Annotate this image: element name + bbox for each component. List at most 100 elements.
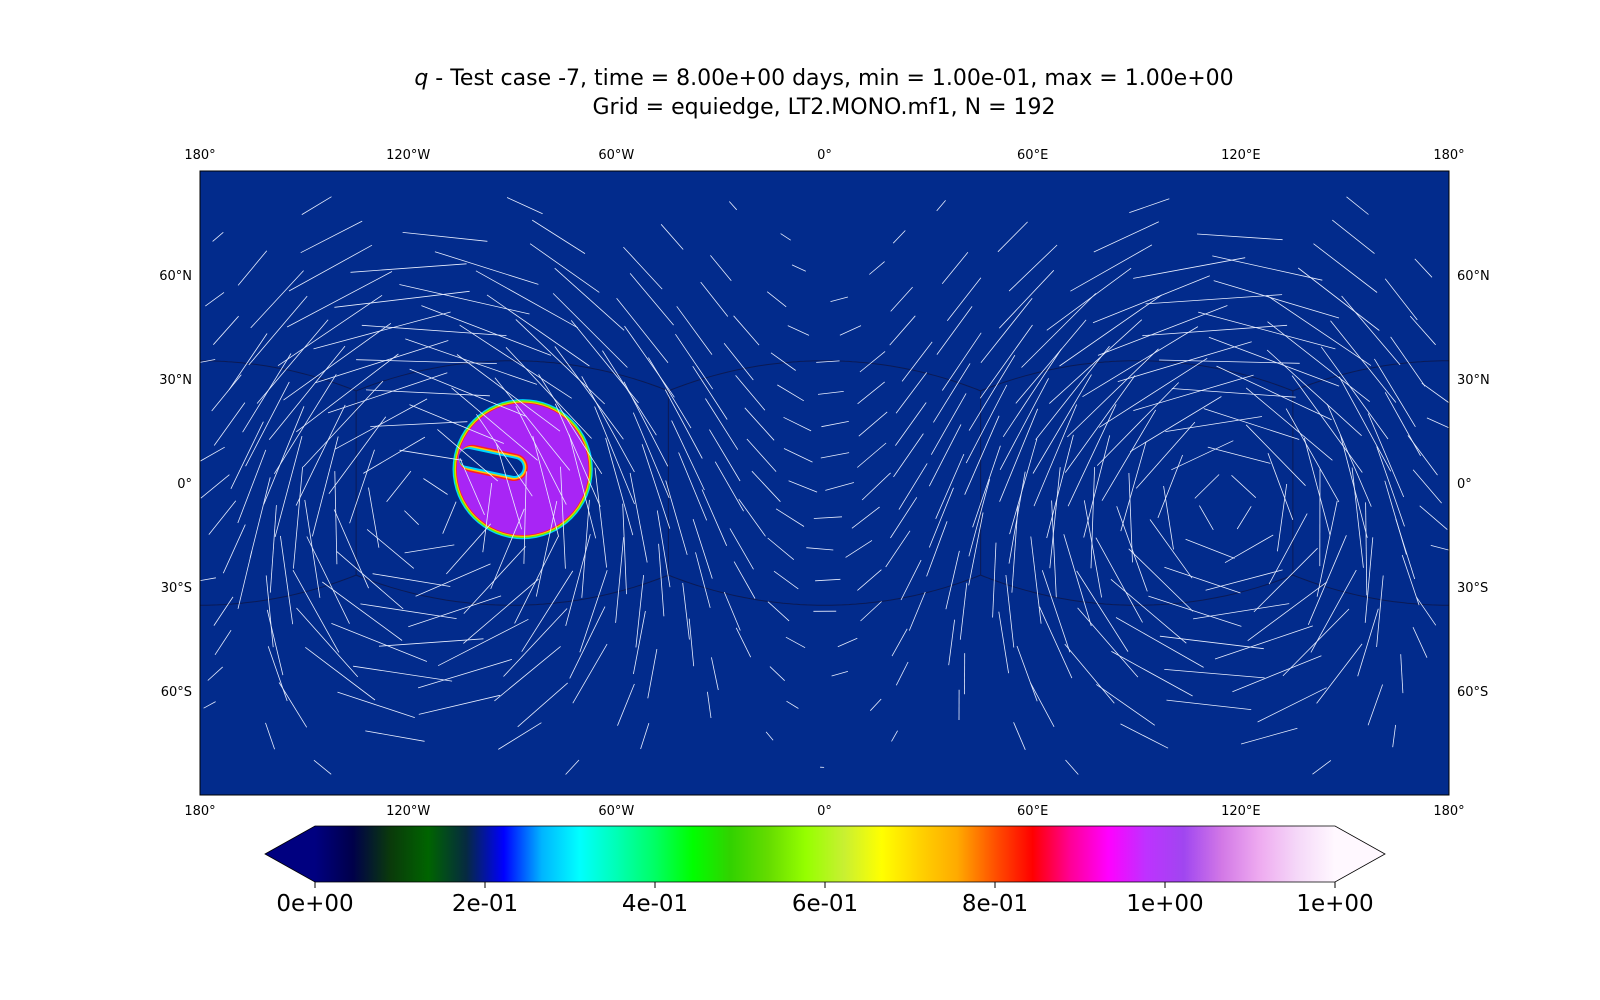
wind-vector [948, 619, 955, 666]
wind-vector [372, 573, 451, 587]
wind-vector [738, 498, 766, 537]
wind-vector [1008, 244, 1058, 292]
wind-vector [265, 575, 274, 648]
cube-edge-north [200, 360, 1449, 392]
wind-vector [1365, 502, 1368, 596]
wind-vector [676, 306, 713, 355]
wind-vector [1268, 513, 1308, 585]
wind-vector [1092, 275, 1210, 324]
x-tick-label-top: 180° [1433, 148, 1464, 163]
wind-vector [1165, 416, 1263, 432]
wind-vector [1194, 474, 1220, 499]
map-background [200, 171, 1449, 795]
wind-vector [616, 297, 669, 363]
wind-vector [242, 353, 292, 433]
y-tick-label-right: 60°N [1457, 269, 1490, 284]
wind-vector [570, 320, 639, 404]
wind-vector [356, 359, 497, 364]
wind-vector [735, 627, 752, 658]
wind-vector [695, 552, 711, 608]
wind-vector [1330, 320, 1397, 403]
wind-vector [494, 377, 571, 471]
wind-vector [300, 220, 363, 254]
wind-vector [1267, 453, 1294, 520]
wind-vector [1240, 727, 1298, 745]
wind-vector [1039, 606, 1073, 679]
wind-vector [968, 354, 1016, 431]
wind-vector [1030, 536, 1042, 624]
wind-vector [1064, 643, 1115, 704]
wind-vector [746, 438, 777, 472]
wind-vector [1129, 198, 1170, 213]
wind-vector [208, 500, 237, 535]
wind-vector [1135, 421, 1196, 489]
wind-vector [405, 338, 538, 385]
wind-vector [1332, 219, 1375, 254]
wind-vector [529, 243, 600, 293]
y-tick-label-right: 60°S [1457, 685, 1488, 700]
wind-vector [870, 698, 882, 711]
wind-vector [898, 463, 928, 510]
wind-vector [1303, 437, 1331, 536]
wind-vector [825, 482, 855, 491]
wind-vector [515, 405, 567, 505]
wind-vector [723, 343, 754, 381]
wind-vector [1157, 454, 1183, 519]
wind-vector [885, 530, 911, 568]
wind-vector [334, 290, 470, 308]
slot-interior [458, 448, 523, 476]
wind-vector [1212, 255, 1323, 281]
wind-vector [1077, 607, 1139, 678]
wind-vector [1340, 434, 1368, 538]
wind-vector [200, 474, 230, 499]
wind-vector [820, 452, 850, 459]
wind-vector [791, 264, 806, 272]
wind-vector [1149, 519, 1193, 579]
wind-vector [268, 345, 346, 440]
wind-vector [640, 722, 650, 750]
wind-vector [237, 449, 267, 524]
wind-vector [735, 375, 766, 411]
wind-vector [248, 295, 308, 366]
wind-vector [569, 606, 606, 679]
wind-vector [665, 480, 688, 555]
wind-vectors [200, 196, 1449, 775]
wind-vector [635, 575, 644, 648]
wind-vector [1013, 722, 1026, 750]
wind-vector [286, 271, 393, 328]
wind-vector [1351, 467, 1364, 568]
wind-vector [1163, 485, 1174, 550]
wind-vector [1021, 293, 1097, 368]
wind-vector [1120, 441, 1147, 532]
wind-vector [813, 516, 843, 519]
wind-vector [1346, 196, 1369, 215]
wind-vector [560, 466, 566, 569]
wind-vector [1033, 404, 1078, 507]
wind-vector [890, 286, 913, 312]
wind-vector [200, 359, 216, 363]
wind-vector [213, 315, 239, 345]
map-panel [199, 170, 1450, 796]
wind-vector [1002, 348, 1062, 438]
wind-vector [1008, 471, 1026, 564]
wind-vector [305, 646, 376, 701]
wind-vector [399, 449, 463, 461]
wind-vector [365, 730, 425, 742]
wind-vector [1326, 403, 1372, 507]
wind-vector [1419, 505, 1448, 530]
wind-vector [415, 563, 491, 597]
wind-vector [222, 524, 246, 574]
wind-vector [463, 578, 539, 644]
wind-vector [682, 582, 690, 640]
wind-vector [554, 267, 625, 331]
colorbar-tick-label: 8e-01 [962, 891, 1028, 917]
x-tick-label-bottom: 60°E [1017, 804, 1048, 819]
x-tick-label-bottom: 180° [184, 804, 215, 819]
wind-vector [1232, 655, 1322, 693]
wind-vector [700, 281, 729, 317]
wind-vector [629, 472, 648, 563]
wind-vector [1213, 280, 1340, 319]
wind-vector [1076, 570, 1129, 652]
wind-vector [514, 536, 559, 624]
